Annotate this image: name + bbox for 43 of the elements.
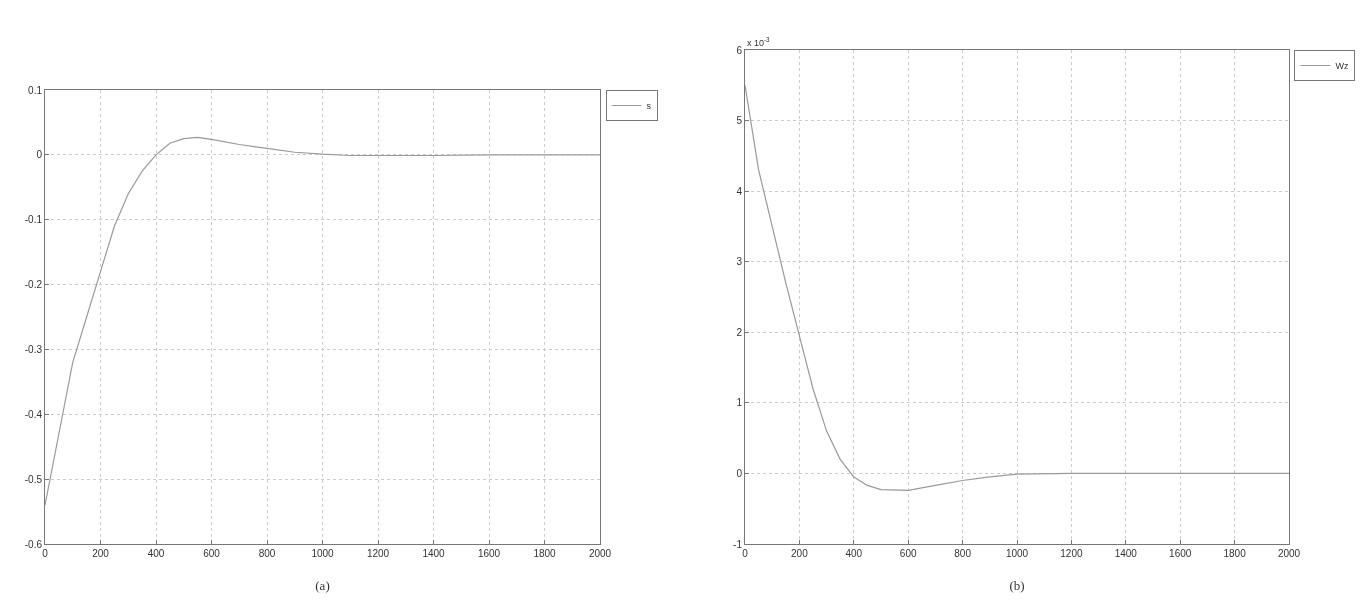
line-series bbox=[745, 84, 1289, 491]
x-tick-label: 1200 bbox=[366, 548, 390, 559]
y-tick-label: 3 bbox=[736, 256, 743, 268]
x-tick-label: 400 bbox=[845, 548, 863, 559]
x-tick-label: 1000 bbox=[1005, 548, 1029, 559]
x-tick-label: 600 bbox=[203, 548, 221, 559]
x-tick-label: 1800 bbox=[1223, 548, 1247, 559]
y-tick-label: 5 bbox=[736, 115, 743, 127]
x-tick-label: 800 bbox=[258, 548, 276, 559]
y-tick-label: 0.1 bbox=[28, 84, 43, 96]
y-tick-label: -0.3 bbox=[24, 343, 43, 355]
x-tick-label: 2000 bbox=[588, 548, 612, 559]
x-tick-label: 1400 bbox=[422, 548, 446, 559]
x-tick-label: 200 bbox=[791, 548, 809, 559]
y-tick-label: -0.2 bbox=[24, 279, 43, 291]
y-tick-label: 0 bbox=[36, 149, 43, 161]
x-tick-label: 200 bbox=[92, 548, 110, 559]
x-tick-label: 1600 bbox=[477, 548, 501, 559]
legend-label: s bbox=[646, 101, 652, 112]
x-tick-label: 2000 bbox=[1277, 548, 1301, 559]
x-tick-label: 1200 bbox=[1060, 548, 1083, 559]
x-tick-label: 1400 bbox=[1114, 548, 1138, 559]
x-axis-title: (b) bbox=[1009, 577, 1025, 593]
y-tick-label: -0.1 bbox=[24, 214, 43, 226]
x-axis-title: (a) bbox=[315, 577, 330, 593]
y-tick-label: -1 bbox=[733, 538, 743, 550]
text: x 10$^{-3}$ bbox=[747, 36, 771, 48]
x-tick-label: 600 bbox=[899, 548, 917, 559]
y-tick-label: 1 bbox=[736, 397, 743, 409]
y-tick-label: -0.5 bbox=[24, 473, 43, 485]
x-tick-label: 400 bbox=[147, 548, 165, 559]
line-series bbox=[45, 136, 600, 506]
y-tick-label: -0.4 bbox=[24, 408, 43, 420]
y-tick-label: 6 bbox=[736, 44, 743, 56]
y-tick-label: -0.6 bbox=[24, 538, 43, 550]
y-tick-label: 4 bbox=[736, 185, 743, 197]
x-tick-label: 1800 bbox=[533, 548, 557, 559]
y-tick-label: 0 bbox=[736, 467, 743, 479]
y-tick-label: 2 bbox=[736, 326, 743, 338]
x-tick-label: 800 bbox=[954, 548, 972, 559]
x-tick-label: 1000 bbox=[311, 548, 335, 559]
legend-label: Wz bbox=[1335, 61, 1349, 72]
x-tick-label: 1600 bbox=[1169, 548, 1192, 559]
